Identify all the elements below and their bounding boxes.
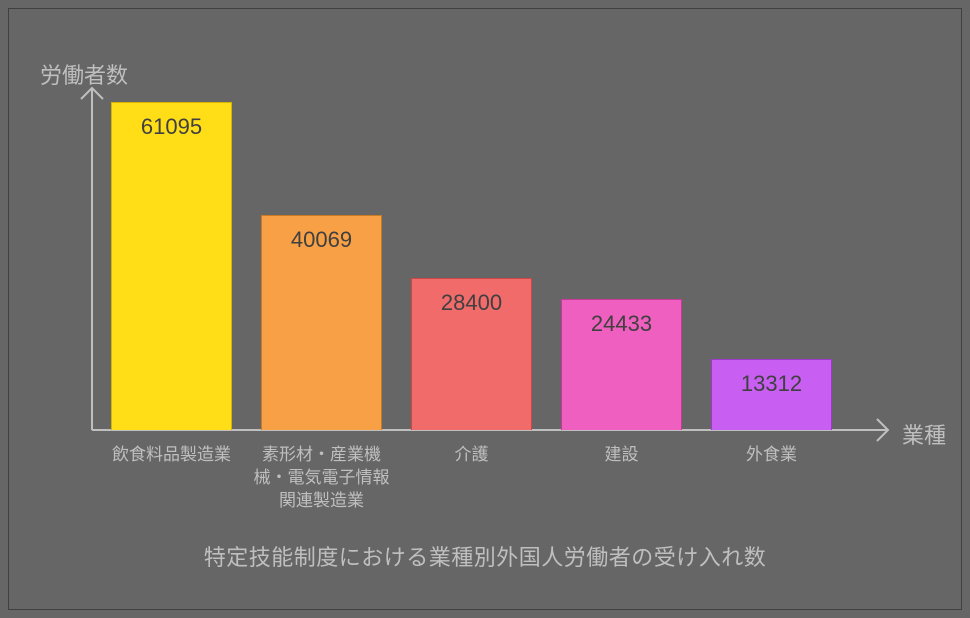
chart-caption: 特定技能制度における業種別外国人労働者の受け入れ数 <box>0 540 970 572</box>
bar-value: 24433 <box>561 311 682 337</box>
bar-value: 61095 <box>111 114 232 140</box>
bar-value: 13312 <box>711 371 832 397</box>
x-axis-label: 業種 <box>902 418 946 450</box>
category-label: 介護 <box>397 444 547 467</box>
bar-value: 28400 <box>411 290 532 316</box>
bar <box>111 102 232 430</box>
bar-value: 40069 <box>261 227 382 253</box>
chart-canvas: 労働者数 業種 特定技能制度における業種別外国人労働者の受け入れ数 61095 飲… <box>0 0 970 618</box>
y-axis-label: 労働者数 <box>40 58 128 90</box>
category-label: 外食業 <box>697 444 847 467</box>
category-label: 素形材・産業機械・電気電子情報関連製造業 <box>247 444 397 513</box>
category-label: 飲食料品製造業 <box>97 444 247 467</box>
category-label: 建設 <box>547 444 697 467</box>
